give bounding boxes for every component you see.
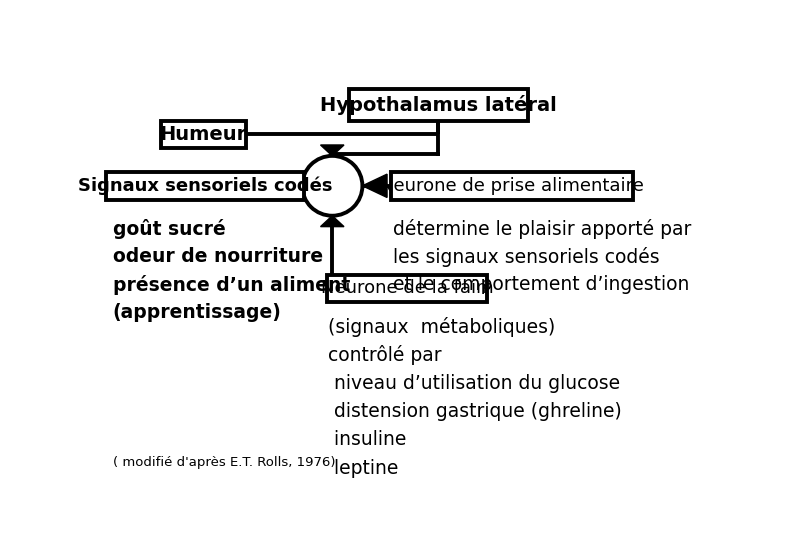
Polygon shape: [321, 216, 344, 227]
Polygon shape: [278, 174, 302, 198]
FancyBboxPatch shape: [327, 275, 488, 302]
FancyBboxPatch shape: [161, 121, 245, 148]
Text: goût sucré: goût sucré: [113, 219, 225, 239]
Text: Hypothalamus latéral: Hypothalamus latéral: [320, 94, 557, 114]
Polygon shape: [321, 145, 344, 156]
Text: insuline: insuline: [329, 430, 407, 449]
Text: (apprentissage): (apprentissage): [113, 303, 281, 322]
Polygon shape: [362, 174, 387, 198]
Text: distension gastrique (ghreline): distension gastrique (ghreline): [329, 402, 622, 421]
Text: ( modifié d'après E.T. Rolls, 1976): ( modifié d'après E.T. Rolls, 1976): [113, 456, 335, 469]
Text: Neurone de la faim: Neurone de la faim: [321, 279, 493, 298]
Text: Humeur: Humeur: [160, 125, 247, 144]
FancyBboxPatch shape: [349, 89, 528, 121]
Text: les signaux sensoriels codés: les signaux sensoriels codés: [393, 247, 660, 267]
Text: niveau d’utilisation du glucose: niveau d’utilisation du glucose: [329, 374, 620, 393]
FancyBboxPatch shape: [106, 172, 304, 200]
Text: leptine: leptine: [329, 458, 399, 477]
Text: (signaux  métaboliques): (signaux métaboliques): [329, 317, 556, 337]
Text: présence d’un aliment: présence d’un aliment: [113, 275, 350, 295]
Text: et le comportement d’ingestion: et le comportement d’ingestion: [393, 275, 689, 294]
Text: odeur de nourriture: odeur de nourriture: [113, 247, 322, 266]
FancyBboxPatch shape: [391, 172, 633, 200]
Text: Neurone de prise alimentaire: Neurone de prise alimentaire: [380, 177, 644, 195]
Text: détermine le plaisir apporté par: détermine le plaisir apporté par: [393, 219, 692, 239]
Text: contrôlé par: contrôlé par: [329, 346, 442, 366]
Text: Signaux sensoriels codés: Signaux sensoriels codés: [78, 177, 332, 195]
